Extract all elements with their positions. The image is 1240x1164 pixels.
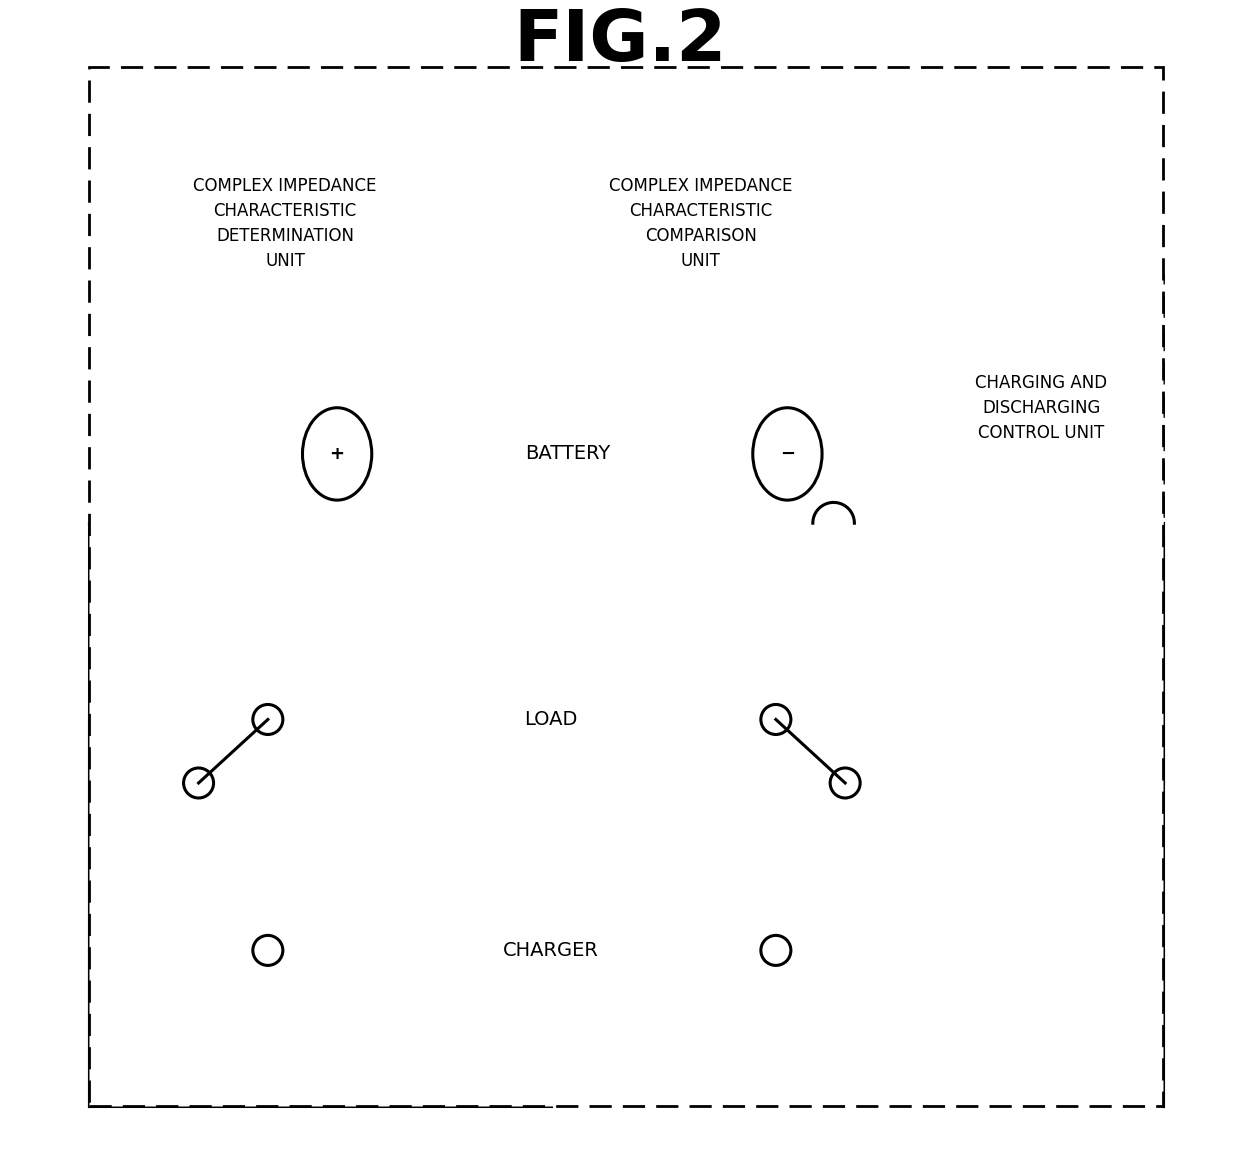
Text: +: +	[330, 445, 345, 463]
Bar	[528, 91, 874, 356]
Text: −: −	[780, 445, 795, 463]
Bar	[366, 645, 735, 795]
Text: COMPLEX IMPEDANCE
CHARACTERISTIC
DETERMINATION
UNIT: COMPLEX IMPEDANCE CHARACTERISTIC DETERMI…	[193, 177, 377, 270]
Bar	[112, 91, 459, 356]
Text: FIG.2: FIG.2	[513, 7, 727, 76]
Text: LOAD: LOAD	[525, 710, 578, 729]
Bar	[366, 378, 770, 528]
Bar	[366, 887, 735, 1014]
Text: CHARGER: CHARGER	[502, 941, 599, 960]
Bar	[920, 275, 1163, 540]
Bar	[89, 68, 1163, 1106]
Text: BATTERY: BATTERY	[526, 445, 610, 463]
Text: COMPLEX IMPEDANCE
CHARACTERISTIC
COMPARISON
UNIT: COMPLEX IMPEDANCE CHARACTERISTIC COMPARI…	[609, 177, 792, 270]
Text: CHARGING AND
DISCHARGING
CONTROL UNIT: CHARGING AND DISCHARGING CONTROL UNIT	[976, 374, 1107, 442]
